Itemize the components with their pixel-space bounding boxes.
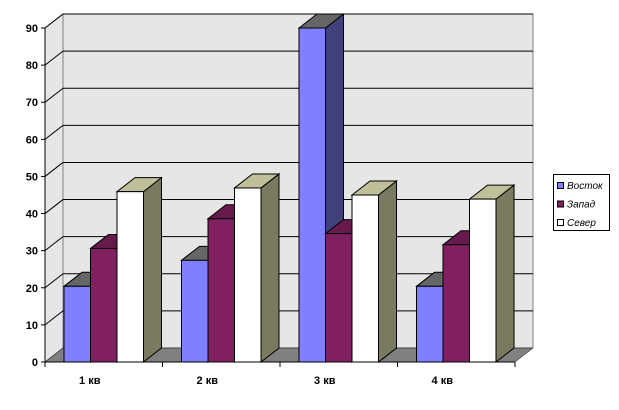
gridline-side xyxy=(44,13,64,29)
y-tick-label: 0 xyxy=(32,357,38,369)
x-tick-label: 3 кв xyxy=(314,375,336,387)
legend-label: Север xyxy=(567,218,596,229)
y-tick-label: 70 xyxy=(26,97,38,109)
gridline-side xyxy=(44,199,64,214)
legend: Восток Запад Север xyxy=(553,174,610,231)
bar-front xyxy=(90,247,118,363)
legend-label: Запад xyxy=(567,200,596,211)
y-tick-label: 60 xyxy=(26,134,38,146)
gridline-side xyxy=(44,310,64,326)
bar-front xyxy=(181,259,209,363)
legend-swatch xyxy=(557,182,564,189)
legend-label: Восток xyxy=(567,181,604,192)
gridline-side xyxy=(44,124,64,140)
bar-front xyxy=(116,191,144,363)
bar-front xyxy=(63,285,91,363)
bar-front xyxy=(416,285,444,363)
y-tick-label: 50 xyxy=(26,171,38,183)
bar-1-Север xyxy=(115,176,163,364)
gridline-side xyxy=(44,162,64,177)
x-tick-label: 1 кв xyxy=(79,375,101,387)
bar-front xyxy=(207,218,235,363)
gridline-side xyxy=(44,236,64,252)
gridline-side xyxy=(44,50,64,66)
bar-3-Север xyxy=(350,179,398,364)
bar-side xyxy=(143,176,162,364)
y-tick-label: 90 xyxy=(26,23,38,35)
y-tick-label: 40 xyxy=(26,209,38,221)
bar-front xyxy=(469,198,497,363)
bar-side xyxy=(378,179,397,364)
y-tick-label: 20 xyxy=(26,283,38,295)
bar-front xyxy=(325,233,353,363)
bar-side xyxy=(495,184,515,364)
bar-front xyxy=(234,187,262,363)
gridline-side xyxy=(44,273,64,289)
axes: 0 10 20 30 40 50 60 70 80 90 1 кв 2 кв 3 кв 4 кв xyxy=(26,23,516,387)
side-wall xyxy=(44,12,64,364)
x-tick-label: 2 кв xyxy=(197,375,219,387)
bars xyxy=(62,12,516,364)
bar-2-Север xyxy=(233,172,281,364)
bar-front xyxy=(351,194,379,363)
bar-front xyxy=(298,27,326,363)
legend-swatch xyxy=(557,219,564,226)
y-tick-label: 10 xyxy=(26,320,38,332)
x-tick-label: 4 кв xyxy=(432,375,454,387)
bar-front xyxy=(442,244,470,363)
y-tick-label: 80 xyxy=(26,60,38,72)
bar-4-Север xyxy=(468,184,516,364)
y-tick-label: 30 xyxy=(26,246,38,258)
gridline-side xyxy=(44,87,64,103)
bar-side xyxy=(260,172,280,364)
legend-swatch xyxy=(557,200,564,208)
